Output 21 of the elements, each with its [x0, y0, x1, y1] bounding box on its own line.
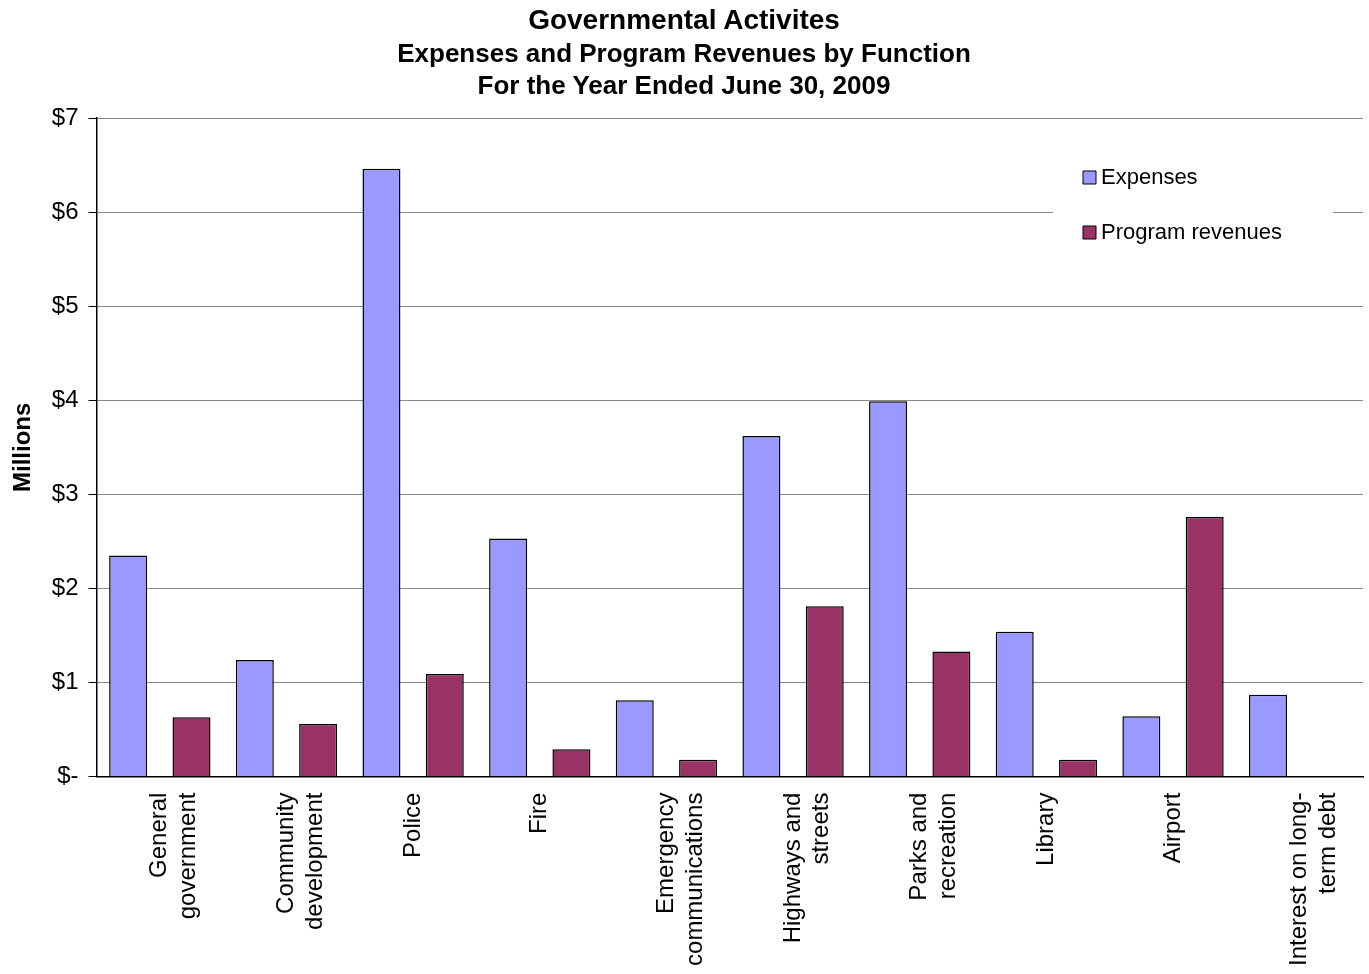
x-tick-label: Police	[397, 792, 425, 858]
x-tick-label: Interest on long-term debt	[1284, 792, 1341, 966]
y-tick-label: $7	[51, 102, 79, 130]
x-tick-label: Emergency communications	[651, 792, 707, 966]
x-tick-label: Airport	[1157, 792, 1185, 864]
y-tick-label: $1	[51, 667, 79, 695]
x-tick-label: Fire	[524, 792, 552, 834]
legend-label: Program revenues	[1101, 219, 1282, 245]
y-tick-label: $4	[51, 384, 79, 412]
legend-label: Expenses	[1101, 164, 1198, 190]
y-tick-label: $5	[51, 290, 79, 318]
y-tick-label: $-	[57, 761, 79, 789]
chart-subtitle: Expenses and Program Revenues by Function For the Year Ended June 30, 2009	[397, 38, 971, 100]
y-axis-title: Millions	[8, 402, 36, 492]
x-tick-label: General government	[144, 792, 201, 920]
y-tick-label: $3	[51, 478, 79, 506]
x-tick-label: Highways and streets	[777, 792, 834, 944]
x-tick-label: Library	[1031, 792, 1058, 866]
y-tick-label: $2	[51, 573, 79, 601]
y-tick-label: $6	[51, 196, 79, 224]
chart-title: Governmental Activites	[528, 3, 840, 35]
